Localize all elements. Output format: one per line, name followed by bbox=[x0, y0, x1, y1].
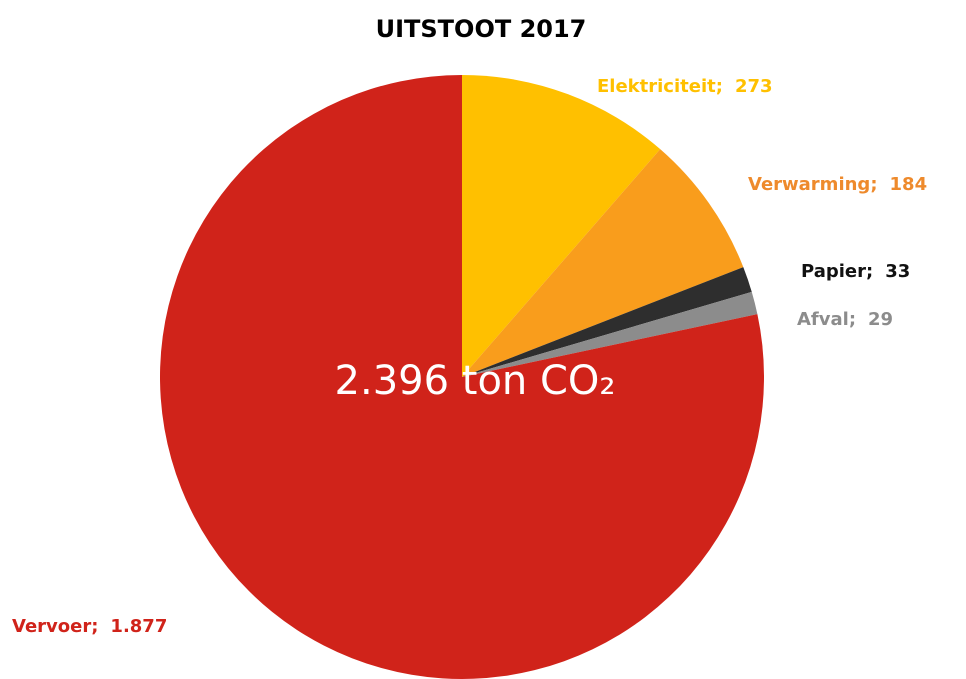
value-label: 273 bbox=[735, 76, 773, 97]
pie-slice bbox=[462, 149, 744, 377]
data-label: Elektriciteit; 273 bbox=[597, 76, 773, 97]
value-label: 1.877 bbox=[110, 616, 167, 637]
label-separator: ; bbox=[716, 76, 723, 97]
chart-title: UITSTOOT 2017 bbox=[376, 15, 587, 43]
category-name: Afval bbox=[797, 309, 849, 330]
category-name: Elektriciteit bbox=[597, 76, 716, 97]
value-label: 29 bbox=[868, 309, 893, 330]
pie-slice bbox=[462, 75, 661, 377]
data-label: Verwarming; 184 bbox=[748, 174, 927, 195]
label-separator: ; bbox=[91, 616, 98, 637]
data-label: Afval; 29 bbox=[797, 309, 893, 330]
value-label: 33 bbox=[885, 261, 910, 282]
pie-slice bbox=[462, 267, 752, 377]
data-label: Vervoer; 1.877 bbox=[12, 616, 167, 637]
center-annotation: 2.396 ton CO₂ bbox=[335, 358, 616, 404]
pie-slice bbox=[160, 75, 764, 679]
data-label: Papier; 33 bbox=[801, 261, 910, 282]
category-name: Papier bbox=[801, 261, 866, 282]
label-separator: ; bbox=[866, 261, 873, 282]
label-separator: ; bbox=[870, 174, 877, 195]
label-separator: ; bbox=[849, 309, 856, 330]
category-name: Verwarming bbox=[748, 174, 870, 195]
pie-slice bbox=[462, 291, 758, 377]
category-name: Vervoer bbox=[12, 616, 91, 637]
value-label: 184 bbox=[890, 174, 928, 195]
